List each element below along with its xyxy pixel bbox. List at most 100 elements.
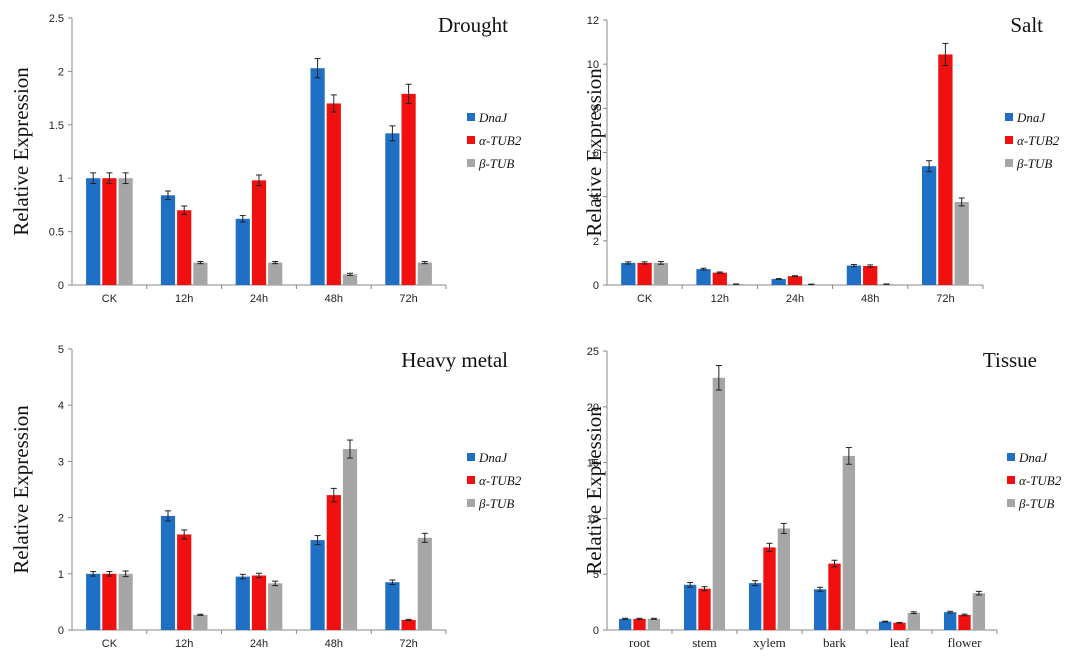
bar [828,563,841,630]
bar [326,103,341,285]
bar [177,210,192,285]
bar [417,262,432,285]
x-tick-label: 48h [325,293,343,305]
y-tick-label: 4 [58,400,64,412]
bar [712,377,726,630]
chart-title: Salt [1010,13,1043,37]
x-tick-label: 72h [936,293,954,305]
bar [86,178,101,285]
bar [787,276,803,285]
legend-swatch [467,136,475,144]
legend-swatch [1007,453,1015,461]
x-tick-label: stem [692,635,717,650]
x-tick-label: CK [102,293,118,305]
bar [618,618,632,630]
bar [342,274,358,285]
x-tick-label: bark [823,635,847,650]
x-tick-label: root [629,635,650,650]
bar [712,272,727,285]
chart-title: Tissue [983,348,1037,372]
bar [160,515,176,630]
legend-swatch [1005,113,1013,121]
bar [385,133,400,285]
legend-swatch [467,476,475,484]
x-tick-label: 12h [175,638,193,650]
chart-tissue-svg: 0 5 10 15 20 25 Relative Expression Tissue root s… [582,346,1062,650]
legend-swatch [1005,159,1013,167]
chart-tissue: 0 5 10 15 20 25 Relative Expression Tissue root s… [537,327,1073,654]
legend-label: DnaJ [478,450,508,465]
x-tick-label: 24h [250,638,268,650]
bar [417,537,432,630]
bar [235,576,250,630]
y-axis-label: Relative Expression [9,405,33,574]
chart-drought-svg: 0 0.5 1 1.5 2 2.5 Relative Expression Drought CK… [9,13,522,305]
x-tick-label: 24h [786,293,804,305]
bar [193,614,208,630]
bar [938,54,953,286]
y-tick-label: 2 [58,513,64,525]
legend-label: α-TUB2 [479,133,522,148]
bar [118,573,133,630]
bar [401,93,416,285]
y-tick-label: 0 [593,280,599,292]
bar [696,269,711,285]
y-tick-label: 1.5 [49,120,64,132]
x-tick-label: 48h [861,293,879,305]
legend-label: β-TUB [1018,496,1054,511]
legend-label: α-TUB2 [479,473,522,488]
legend-swatch [467,113,475,121]
legend-swatch [1005,136,1013,144]
y-tick-label: 8 [593,103,599,115]
x-tick-label: 72h [399,638,417,650]
chart-heavy-metal: 0 1 2 3 4 5 Relative Expression Heavy metal CK 12… [0,327,536,654]
chart-salt: 0 2 4 6 8 10 12 Relative Expression Salt CK 12h 24h… [537,0,1073,327]
y-tick-label: 0 [593,625,599,637]
x-tick-label: xylem [753,635,786,650]
x-tick-label: leaf [890,635,910,650]
y-tick-label: 4 [593,192,599,204]
y-tick-label: 10 [587,513,599,525]
bar [326,495,341,630]
y-tick-label: 25 [587,346,599,358]
bar [251,575,267,630]
x-tick-label: CK [637,293,653,305]
bar [647,618,661,630]
bar [958,614,971,630]
legend-label: β-TUB [478,156,514,171]
bar [846,265,862,285]
bar [86,573,101,630]
bar [863,266,878,285]
y-tick-label: 15 [587,458,599,470]
y-tick-label: 12 [587,15,599,27]
bar [251,180,267,285]
bar [943,612,957,630]
bar [878,621,892,630]
y-tick-label: 3 [58,456,64,468]
bar [401,619,416,630]
legend-label: DnaJ [1018,450,1048,465]
y-axis-label: Relative Expression [9,67,33,236]
x-tick-label: 12h [175,293,193,305]
bar [763,547,776,630]
y-axis-label: Relative Expression [582,406,606,575]
bar [177,534,192,630]
bar [193,262,208,285]
x-tick-label: 24h [250,293,268,305]
bar [653,262,669,285]
chart-salt-svg: 0 2 4 6 8 10 12 Relative Expression Salt CK 12h 24h… [582,13,1060,305]
legend-swatch [467,499,475,507]
x-tick-label: 12h [711,293,729,305]
y-tick-label: 0 [58,280,64,292]
bar [118,178,133,285]
bar [842,455,856,630]
bar [907,612,921,630]
x-tick-label: CK [102,638,118,650]
bar [777,528,791,630]
x-tick-label: flower [948,635,983,650]
bar [748,583,762,630]
y-tick-label: 2.5 [49,13,64,25]
legend-swatch [1007,476,1015,484]
chart-heavy-metal-svg: 0 1 2 3 4 5 Relative Expression Heavy metal CK 12… [9,344,522,650]
y-axis-label: Relative Expression [582,68,606,237]
